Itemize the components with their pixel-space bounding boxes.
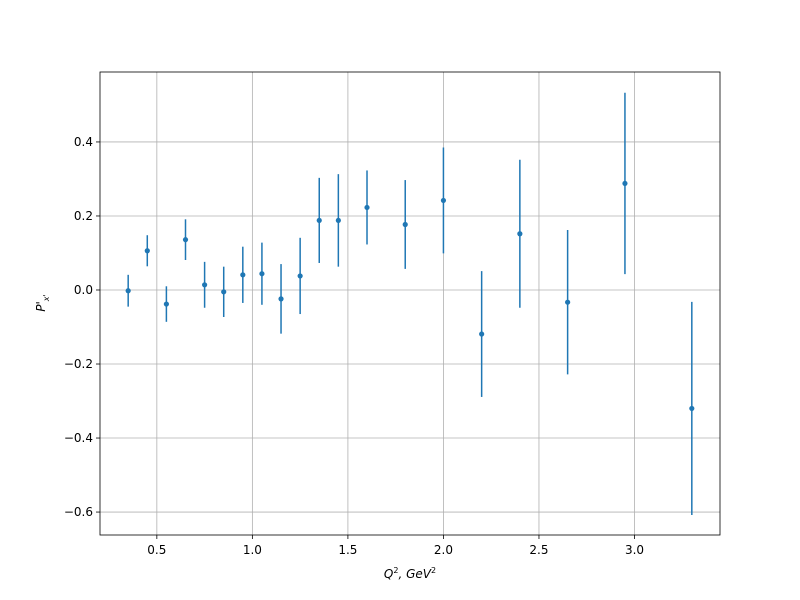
x-tick-label: 2.0 [434, 543, 453, 557]
data-point [402, 221, 408, 228]
x-tick-label: 0.5 [147, 543, 166, 557]
y-axis-label: P'x' [34, 294, 51, 311]
data-point [689, 405, 695, 412]
data-point [182, 237, 189, 243]
data-point [202, 282, 208, 288]
data-point [335, 217, 341, 224]
y-label-sub: x' [42, 294, 51, 302]
axes-frame [99, 71, 721, 536]
ticks: 0.5 1.0 1.5 2.0 2.5 3.0 −0.6 −0.4 −0.2 0.0 0.2 0.4 [64, 135, 644, 557]
x-axis-label: Q2, GeV2 [384, 566, 436, 581]
data-point [297, 273, 303, 279]
x-label-rest: , GeV [398, 567, 431, 581]
x-tick-label: 2.5 [529, 543, 548, 557]
x-label-sup2: 2 [431, 566, 436, 575]
data-point [278, 296, 284, 302]
data-point [316, 217, 322, 224]
data-point [240, 272, 246, 278]
data-point [440, 197, 447, 204]
data-point [622, 180, 628, 187]
x-tick-label: 3.0 [625, 543, 644, 557]
data-point [259, 271, 265, 277]
y-tick-label: 0.2 [74, 209, 93, 223]
data-point [565, 299, 571, 305]
y-tick-label: −0.4 [64, 431, 93, 445]
x-label-base: Q [384, 567, 393, 581]
data-point [221, 289, 227, 295]
grid [100, 72, 720, 535]
data-point [125, 288, 131, 294]
y-label-base: P' [34, 301, 48, 312]
data-point [144, 248, 150, 254]
x-label-sup: 2 [393, 566, 398, 575]
y-tick-label: 0.4 [74, 135, 93, 149]
y-tick-label: −0.2 [64, 357, 93, 371]
x-tick-label: 1.5 [338, 543, 357, 557]
marks [125, 92, 695, 516]
data-point [163, 301, 169, 307]
data-point [364, 204, 370, 211]
data-point [517, 231, 523, 237]
data-point [479, 331, 485, 337]
y-tick-label: −0.6 [64, 505, 93, 519]
x-tick-label: 1.0 [243, 543, 262, 557]
y-tick-label: 0.0 [74, 283, 93, 297]
